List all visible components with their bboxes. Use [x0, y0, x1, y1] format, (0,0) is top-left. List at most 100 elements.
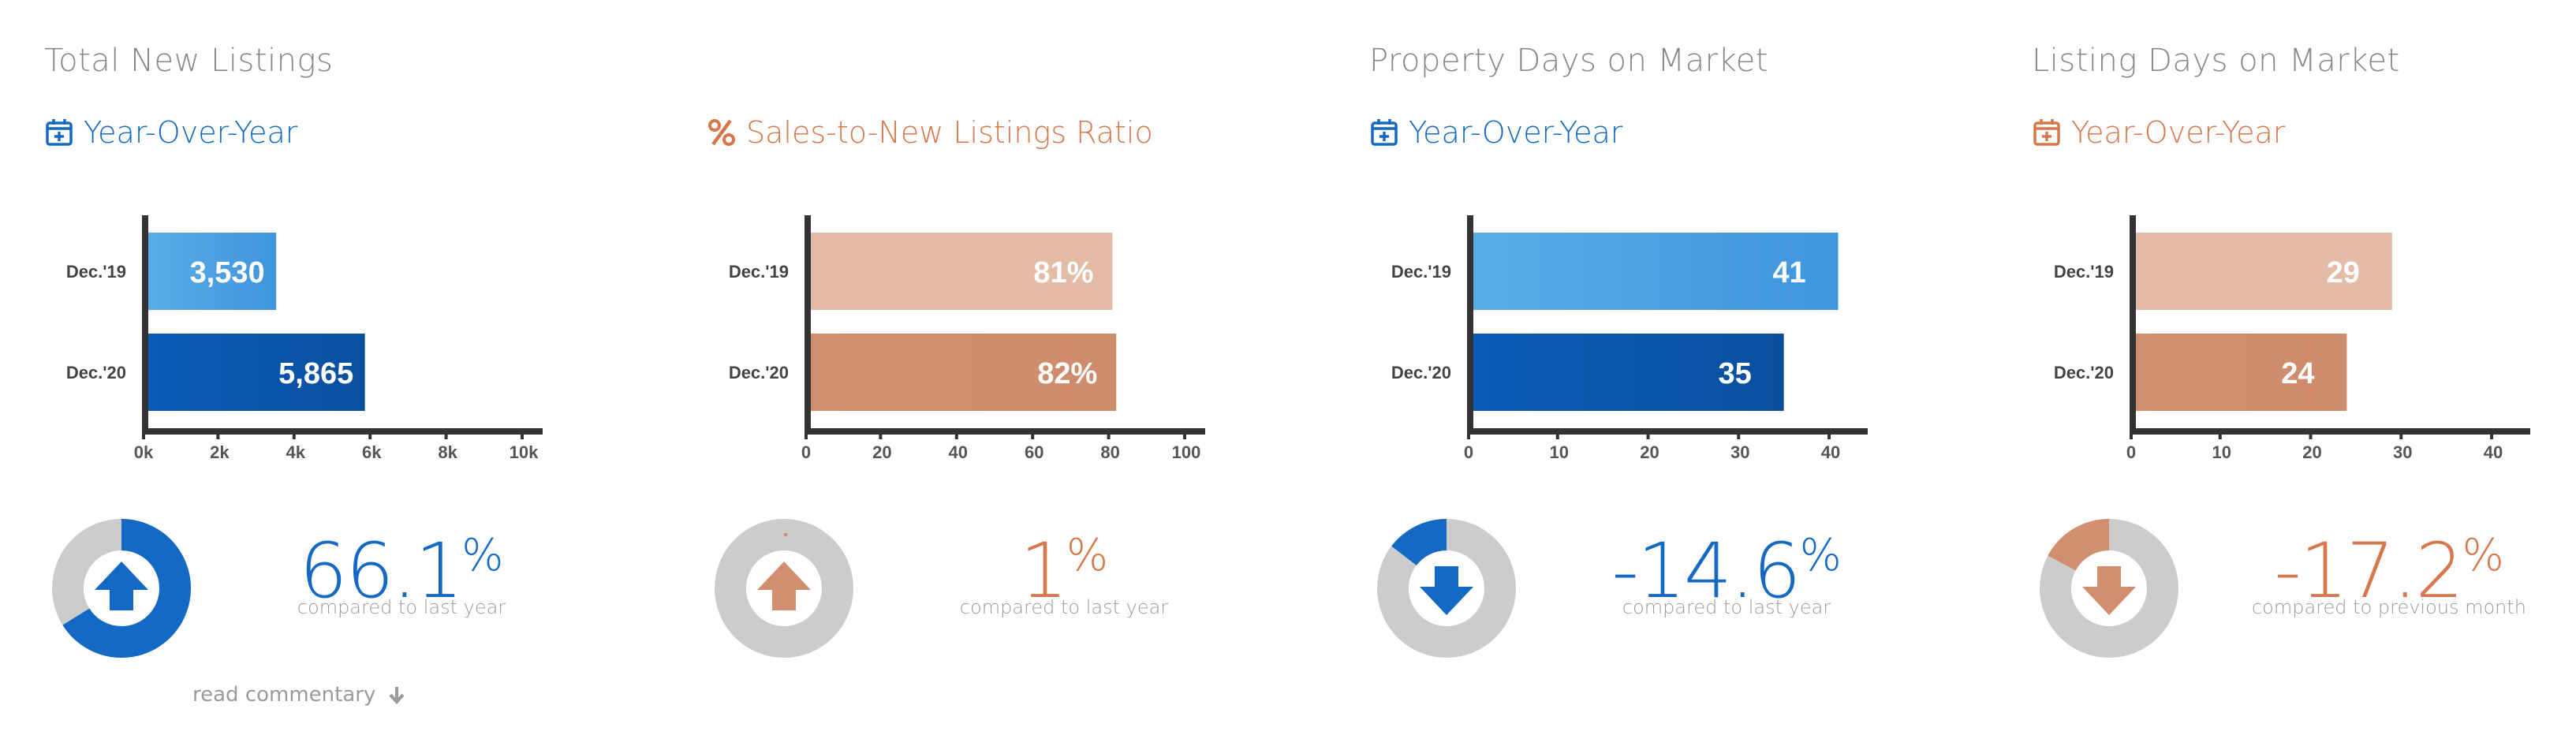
- x-axis-line: [142, 428, 543, 435]
- x-tick-label: 2k: [210, 442, 230, 462]
- big-number-value: 66.1: [299, 527, 464, 615]
- panel-title: Property Days on Market: [1369, 43, 1769, 79]
- x-tick: [805, 431, 808, 439]
- x-axis-line: [805, 428, 1205, 435]
- x-axis-line: [1467, 428, 1868, 435]
- bar-chart-sales-to-new-listings: Dec.'19 81% Dec.'20 82% 0 20 40 60 80 100: [729, 215, 1205, 462]
- x-tick: [1183, 431, 1186, 439]
- big-number-value: 1: [1019, 527, 1068, 615]
- bar-chart-total-new-listings: Dec.'19 3,530 Dec.'20 5,865 0k 2k 4k 6k 8k 10k: [66, 215, 543, 462]
- big-number: -17.2%: [2219, 513, 2559, 614]
- category-label: Dec.'19: [2054, 262, 2114, 282]
- x-tick-label: 0: [1464, 442, 1473, 462]
- x-tick: [1827, 431, 1831, 439]
- x-tick-label: 10k: [510, 442, 539, 462]
- x-axis-line: [2130, 428, 2530, 435]
- panel-listing-days-on-market: Listing Days on Market Year-Over-Year De…: [1988, 0, 2576, 735]
- donut-ring: [1377, 519, 1516, 658]
- category-label: Dec.'19: [66, 262, 126, 282]
- bar-dec-19: [1470, 233, 1839, 310]
- x-tick: [1467, 431, 1470, 439]
- category-label: Dec.'20: [2054, 363, 2114, 382]
- panel-sales-to-new-listings: Sales-to-New Listings Ratio Dec.'19 81% De…: [663, 0, 1262, 735]
- x-tick: [142, 431, 145, 439]
- panel-property-days-on-market: Property Days on Market Year-Over-Year D…: [1325, 0, 1925, 735]
- big-number-value: -14.6: [1611, 527, 1801, 615]
- x-tick: [521, 431, 524, 439]
- compare-label: compared to last year: [959, 596, 1169, 618]
- compare-label: compared to previous month: [2251, 596, 2527, 618]
- donut-ring: [2040, 519, 2178, 658]
- x-tick-label: 80: [1100, 442, 1119, 462]
- big-number-unit: %: [1066, 530, 1109, 581]
- donut-value-arc: [1391, 519, 1447, 566]
- calendar-plus-icon: [1369, 118, 1399, 147]
- data-label: 3,530: [190, 256, 265, 289]
- data-label: 82%: [1037, 357, 1097, 390]
- x-tick-label: 4k: [286, 442, 306, 462]
- data-label: 81%: [1033, 256, 1093, 289]
- arrow-down-icon: [2082, 566, 2136, 615]
- big-number: -14.6%: [1557, 513, 1896, 614]
- subtitle-year-over-year[interactable]: Year-Over-Year: [1369, 115, 1622, 150]
- x-tick-label: 0: [2126, 442, 2136, 462]
- panel-title: Total New Listings: [44, 43, 334, 79]
- data-label: 24: [2281, 357, 2314, 390]
- x-tick: [2218, 431, 2222, 439]
- bar-dec-20: [145, 334, 365, 411]
- category-label: Dec.'20: [66, 363, 126, 382]
- donut-ring: [52, 519, 191, 658]
- x-tick: [368, 431, 372, 439]
- y-axis-line: [2130, 215, 2136, 433]
- arrow-down-icon: [1420, 566, 1473, 615]
- x-tick: [1737, 431, 1741, 439]
- bar-chart-listing-days-on-market: Dec.'19 29 Dec.'20 24 0 10 20 30 40: [2054, 215, 2530, 462]
- data-label: 5,865: [278, 357, 353, 390]
- data-label: 29: [2327, 256, 2360, 289]
- big-number-unit: %: [461, 530, 504, 581]
- subtitle-year-over-year[interactable]: Year-Over-Year: [44, 115, 297, 150]
- x-tick: [1031, 431, 1035, 439]
- arrow-down-icon: [389, 687, 405, 705]
- x-tick-label: 20: [1640, 442, 1659, 462]
- x-tick-label: 100: [1172, 442, 1201, 462]
- category-label: Dec.'20: [1391, 363, 1451, 382]
- x-tick-label: 20: [872, 442, 891, 462]
- x-tick-label: 40: [949, 442, 968, 462]
- arrow-up-icon: [95, 562, 148, 610]
- subtitle-sales-to-new-listings-ratio[interactable]: Sales-to-New Listings Ratio: [707, 115, 1153, 150]
- x-tick-label: 0: [801, 442, 811, 462]
- bar-dec-20: [808, 334, 1117, 411]
- compare-label: compared to last year: [297, 596, 506, 618]
- compare-label: compared to last year: [1622, 596, 1831, 618]
- read-commentary-label: read commentary: [192, 683, 376, 707]
- x-tick-label: 0k: [134, 442, 154, 462]
- x-tick-label: 20: [2302, 442, 2321, 462]
- x-tick: [444, 431, 448, 439]
- bar-dec-19: [145, 233, 277, 310]
- data-label: 35: [1719, 357, 1752, 390]
- y-axis-line: [805, 215, 811, 433]
- y-axis-line: [142, 215, 148, 433]
- big-number-unit: %: [2462, 530, 2504, 581]
- subtitle-text: Sales-to-New Listings Ratio: [746, 115, 1153, 150]
- x-tick: [2309, 431, 2313, 439]
- data-label: 41: [1772, 256, 1805, 289]
- category-label: Dec.'20: [729, 363, 789, 382]
- read-commentary-link[interactable]: read commentary: [192, 683, 407, 707]
- donut-value-arc: [2048, 519, 2110, 572]
- calendar-plus-icon: [44, 118, 74, 147]
- bar-chart-property-days-on-market: Dec.'19 41 Dec.'20 35 0 10 20 30 40: [1391, 215, 1868, 462]
- x-tick-label: 60: [1025, 442, 1043, 462]
- calendar-plus-icon: [2032, 118, 2062, 147]
- x-tick-label: 10: [1550, 442, 1569, 462]
- x-tick: [2490, 431, 2494, 439]
- big-number-value: -17.2: [2274, 527, 2463, 615]
- big-number: 1%: [894, 513, 1234, 614]
- subtitle-year-over-year[interactable]: Year-Over-Year: [2032, 115, 2285, 150]
- x-tick: [2399, 431, 2403, 439]
- donut-ring: [715, 519, 853, 658]
- percent-icon: [707, 118, 737, 147]
- x-tick-label: 6k: [362, 442, 382, 462]
- panel-title: Listing Days on Market: [2032, 43, 2400, 79]
